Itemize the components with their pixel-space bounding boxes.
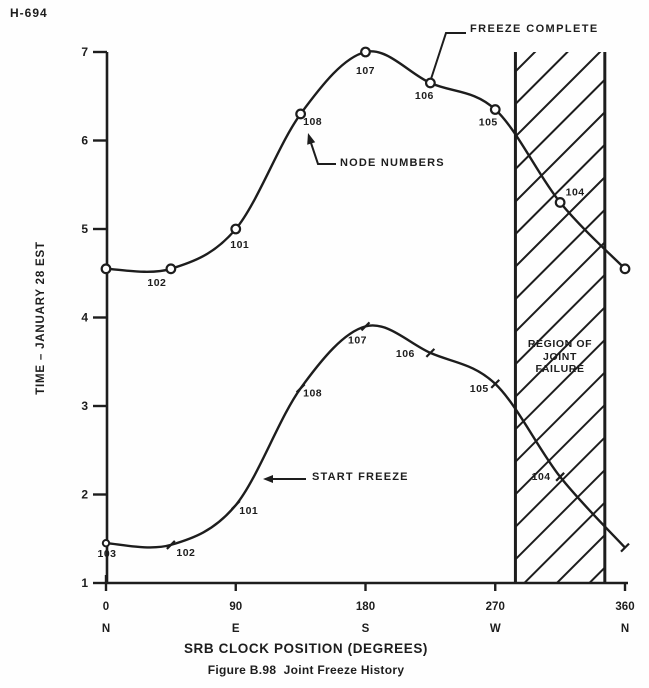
x-axis-title: SRB CLOCK POSITION (DEGREES) xyxy=(183,641,429,656)
data-point-marker xyxy=(295,383,306,394)
y-axis-title: TIME – JANUARY 28 EST xyxy=(35,241,47,395)
x-axis-direction-label: E xyxy=(232,623,240,635)
x-axis-tick-label: 180 xyxy=(356,601,375,613)
x-axis-direction-label: N xyxy=(102,623,110,635)
node-number-label: 101 xyxy=(230,239,249,251)
node-number-label: 108 xyxy=(303,116,322,128)
node-number-label: 107 xyxy=(348,334,367,346)
region-label-line2: JOINT xyxy=(543,350,577,363)
x-axis-tick-label: 270 xyxy=(486,601,505,613)
data-point-marker xyxy=(555,472,565,482)
series-curves: 102 101 108 107 106 105 104 103 102 101 108 107 106 1… xyxy=(97,46,631,560)
y-axis-tick-label: 1 xyxy=(81,576,88,590)
node-number-label: 101 xyxy=(239,505,258,517)
node-number-label: 102 xyxy=(176,547,195,559)
data-point-marker xyxy=(425,348,436,358)
y-axis-tick-label: 3 xyxy=(81,399,88,413)
y-axis-tick-label: 2 xyxy=(81,488,88,502)
y-axis-tick-label: 4 xyxy=(81,311,88,325)
axes: 7 6 5 4 3 2 1 0 N 90 E 180 S 270 W 360 N xyxy=(81,45,634,635)
data-point-marker xyxy=(619,263,631,275)
data-point-marker xyxy=(620,542,630,553)
start-freeze-label: START FREEZE xyxy=(312,471,409,483)
region-of-joint-failure-band xyxy=(513,52,607,583)
x-axis-tick-label: 360 xyxy=(615,601,634,613)
document-code: H-694 xyxy=(10,6,48,20)
data-point-marker xyxy=(100,263,112,275)
data-point-marker xyxy=(490,379,501,389)
data-point-marker xyxy=(360,321,371,332)
y-axis-tick-label: 7 xyxy=(81,45,88,59)
x-axis-direction-label: W xyxy=(490,623,501,635)
data-point-marker xyxy=(230,223,242,235)
node-number-label: 105 xyxy=(479,117,498,129)
node-number-label: 103 xyxy=(97,548,116,560)
region-label-line1: REGION OF xyxy=(527,338,593,350)
node-number-label: 108 xyxy=(303,387,322,399)
node-number-label: 107 xyxy=(356,65,375,77)
node-number-label: 105 xyxy=(470,383,489,395)
x-axis-tick-label: 90 xyxy=(229,601,242,613)
region-hatch-fill xyxy=(515,52,605,583)
figure-caption: Figure B.98 Joint Freeze History xyxy=(207,663,405,677)
x-axis-direction-label: N xyxy=(621,623,629,635)
freeze-complete-leader-line xyxy=(430,32,466,80)
data-point-marker xyxy=(360,46,371,58)
data-point-marker xyxy=(489,104,501,115)
y-axis-tick-label: 6 xyxy=(81,134,88,148)
y-axis-tick-label: 5 xyxy=(81,222,88,236)
node-numbers-leader-line xyxy=(309,139,336,165)
freeze-complete-label: FREEZE COMPLETE xyxy=(470,23,599,35)
region-label-line3: FAILURE xyxy=(535,363,585,375)
x-axis-direction-label: S xyxy=(362,623,370,635)
x-axis-tick-label: 0 xyxy=(103,601,109,613)
node-number-label: 106 xyxy=(415,90,434,102)
data-point-marker xyxy=(230,500,241,510)
data-point-marker xyxy=(295,108,307,120)
data-point-marker xyxy=(166,540,176,550)
data-point-marker xyxy=(165,263,177,275)
data-point-marker xyxy=(101,538,111,548)
node-number-label: 102 xyxy=(147,277,166,289)
node-numbers-arrowhead-icon xyxy=(307,133,316,145)
data-point-marker xyxy=(424,77,436,89)
node-numbers-label: NODE NUMBERS xyxy=(340,157,445,169)
data-point-marker xyxy=(554,197,566,208)
node-number-label: 104 xyxy=(566,186,585,198)
leader-lines xyxy=(263,32,466,483)
node-number-label: 106 xyxy=(396,348,415,360)
node-number-label: 104 xyxy=(532,471,551,483)
start-freeze-arrowhead-icon xyxy=(263,475,273,483)
region-of-joint-failure-label: REGION OF JOINT FAILURE xyxy=(508,338,612,376)
